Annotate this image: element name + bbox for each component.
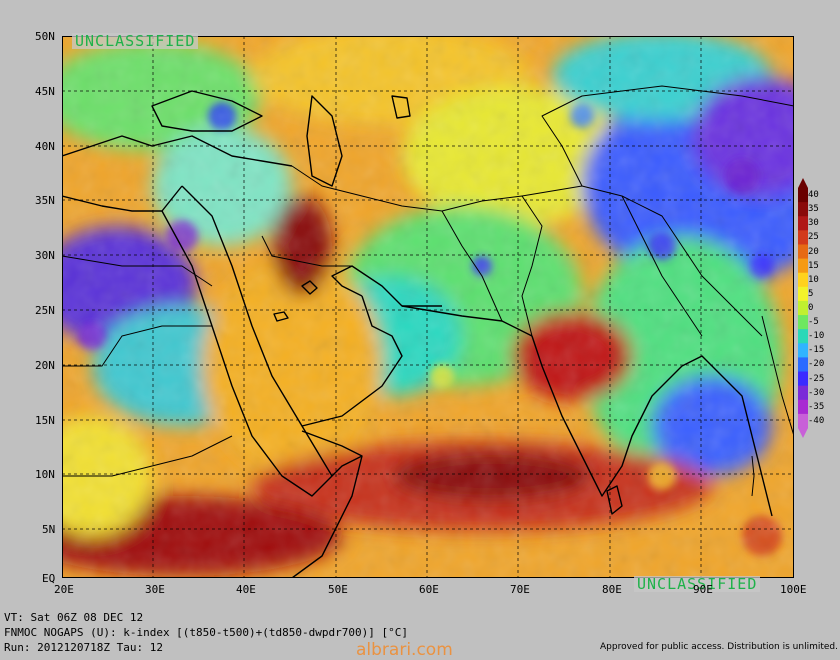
lat-label: 40N <box>35 140 55 153</box>
colorbar-tick-label: -30 <box>808 387 825 398</box>
colorbar-tick-label: -20 <box>808 359 825 370</box>
run-info: Run: 2012120718Z Tau: 12 <box>4 641 163 654</box>
colorbar-cell <box>798 244 808 260</box>
lon-label: 60E <box>419 583 439 596</box>
lat-label: 15N <box>35 414 55 427</box>
valid-time-text: VT: Sat 06Z 08 DEC 12 <box>4 611 144 624</box>
lon-label: 80E <box>602 583 622 596</box>
lat-label: 35N <box>35 194 55 207</box>
colorbar-tick-label: 30 <box>808 218 819 229</box>
lat-label: 5N <box>42 523 56 536</box>
colorbar-tick-label: 35 <box>808 204 819 215</box>
colorbar-cell <box>798 343 808 358</box>
colorbar-cell <box>798 399 808 415</box>
grid-lines <box>62 36 794 578</box>
colorbar-cell <box>798 272 808 288</box>
colorbar-tick-label: -25 <box>808 373 825 384</box>
colorbar-cell <box>798 357 808 373</box>
colorbar-tick-label: -10 <box>808 331 825 342</box>
colorbar-tick-label: 25 <box>808 232 819 243</box>
colorbar-min-arrow <box>798 428 808 438</box>
coastlines <box>62 85 794 578</box>
field-layer <box>62 36 794 578</box>
colorbar-tick-label: -40 <box>808 415 825 426</box>
colorbar-cell <box>798 413 808 429</box>
colorbar-cell <box>798 258 808 274</box>
map-frame <box>62 36 794 578</box>
colorbar-cell <box>798 188 808 203</box>
colorbar-tick-label: 5 <box>808 288 814 299</box>
classification-top: UNCLASSIFIED <box>72 33 199 49</box>
lon-label: 100E <box>780 583 807 596</box>
product-title: FNMOC NOGAPS (U): k-index [(t850-t500)+(… <box>4 626 408 639</box>
colorbar-cell <box>798 329 808 344</box>
lon-label: 90E <box>693 583 713 596</box>
colorbar-cell <box>798 202 808 217</box>
lat-label: EQ <box>42 572 56 585</box>
colorbar-tick-label: 40 <box>808 190 819 201</box>
lat-label: 10N <box>35 468 55 481</box>
distribution-statement: Approved for public access. Distribution… <box>600 642 838 652</box>
colorbar-max-arrow <box>798 178 808 188</box>
lat-label: 45N <box>35 85 55 98</box>
lon-label: 20E <box>54 583 74 596</box>
lon-label: 50E <box>328 583 348 596</box>
lon-label: 70E <box>510 583 530 596</box>
colorbar-tick-label: 10 <box>808 274 819 285</box>
lon-label: 30E <box>145 583 165 596</box>
lat-label: 50N <box>35 30 55 43</box>
k-index-map <box>62 36 794 578</box>
colorbar-tick-label: -5 <box>808 317 819 328</box>
colorbar-cell <box>798 216 808 231</box>
colorbar-cell <box>798 286 808 302</box>
colorbar-cell <box>798 315 808 330</box>
colorbar-tick-label: -35 <box>808 401 825 412</box>
colorbar-tick-label: 0 <box>808 303 814 313</box>
watermark: albrari.com <box>356 640 453 660</box>
lat-label: 30N <box>35 249 55 262</box>
lat-label: 25N <box>35 304 55 317</box>
colorbar-cell <box>798 300 808 316</box>
colorbar-cell <box>798 230 808 245</box>
colorbar <box>798 178 808 438</box>
lat-label: 20N <box>35 359 55 372</box>
colorbar-cell <box>798 385 808 401</box>
classification-bottom: UNCLASSIFIED <box>634 576 761 592</box>
colorbar-tick-label: -15 <box>808 345 825 356</box>
lon-label: 40E <box>236 583 256 596</box>
colorbar-tick-label: 15 <box>808 260 819 271</box>
colorbar-cell <box>798 371 808 387</box>
colorbar-tick-label: 20 <box>808 246 819 257</box>
